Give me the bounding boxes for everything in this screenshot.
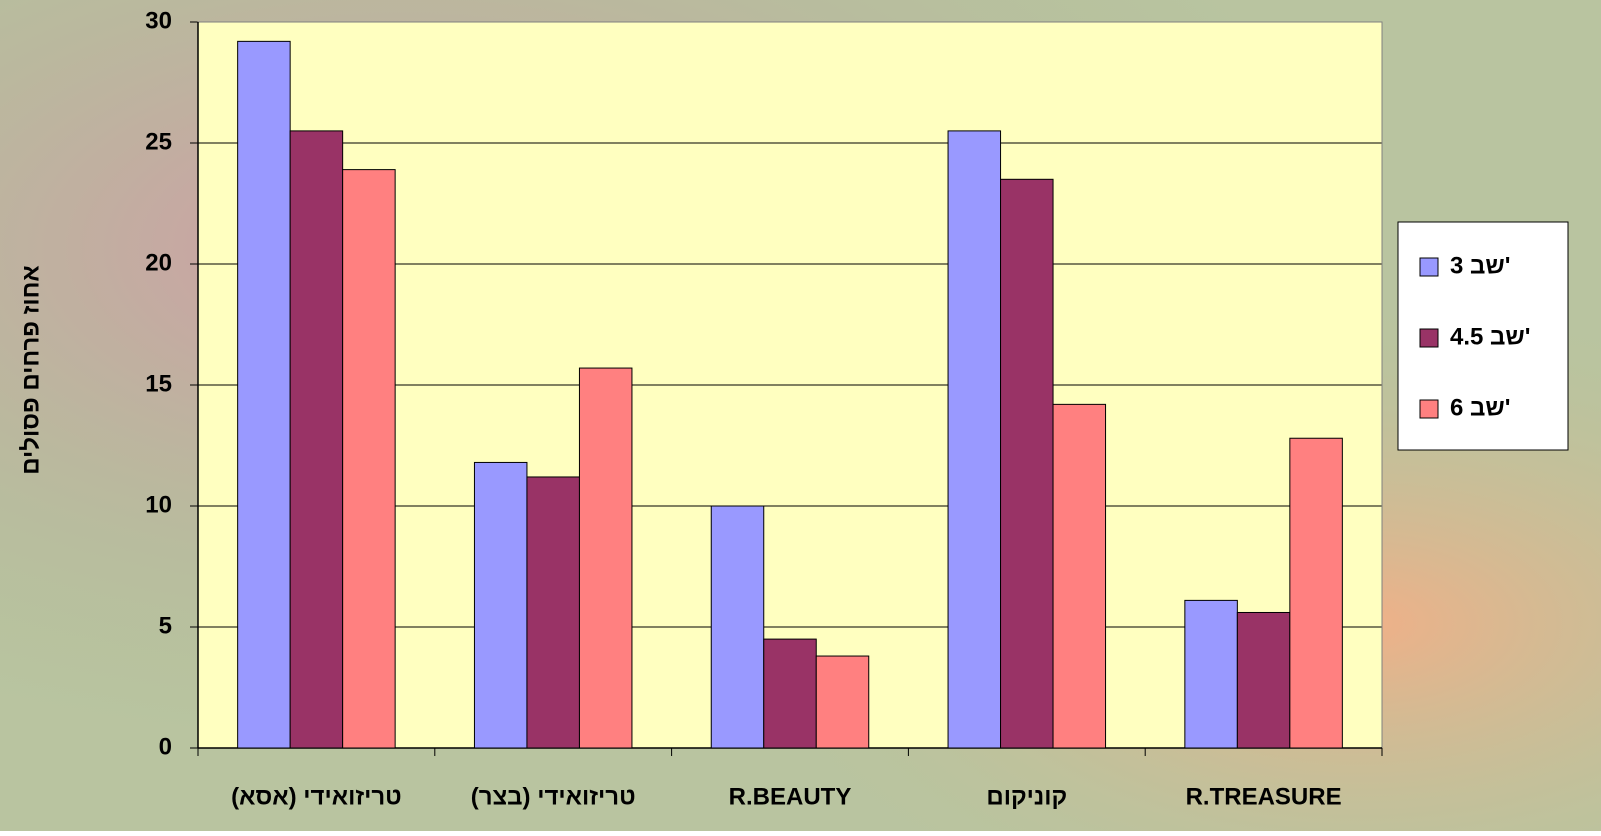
bar (1236, 611, 1291, 749)
bar (947, 130, 1002, 749)
legend-label: 3 שב' (1450, 252, 1510, 279)
y-tick-label: 0 (159, 733, 172, 760)
y-tick-label: 10 (145, 491, 172, 518)
bar (237, 40, 291, 749)
bar (1184, 599, 1238, 749)
legend-swatch (1419, 328, 1439, 348)
x-tick-label: R.BEAUTY (729, 783, 852, 810)
x-tick-label: טריזואידי (בצר) (471, 783, 636, 810)
legend-swatch (1419, 257, 1439, 277)
y-axis-title: אחוז פרחים פסולים (17, 265, 44, 475)
bar (342, 169, 396, 749)
legend-label: 6 שב' (1450, 394, 1510, 421)
bar (289, 130, 344, 749)
bar (1289, 437, 1343, 749)
bar (473, 461, 528, 749)
bar (578, 367, 633, 749)
y-tick-label: 20 (145, 249, 172, 276)
legend-swatch (1419, 399, 1439, 419)
bar (1000, 178, 1054, 749)
bar (526, 476, 580, 749)
bar (710, 505, 765, 749)
x-tick-label: R.TREASURE (1186, 783, 1342, 810)
y-tick-label: 25 (145, 128, 172, 155)
bar (815, 655, 870, 749)
y-tick-label: 15 (145, 370, 172, 397)
y-tick-label: 5 (159, 612, 172, 639)
bar (763, 638, 817, 749)
y-tick-label: 30 (145, 7, 172, 34)
x-tick-label: קוניקום (986, 783, 1067, 810)
x-tick-label: טריזואידי (אסא) (231, 783, 402, 810)
legend-label: 4.5 שב' (1450, 323, 1530, 350)
bar (1052, 403, 1107, 749)
